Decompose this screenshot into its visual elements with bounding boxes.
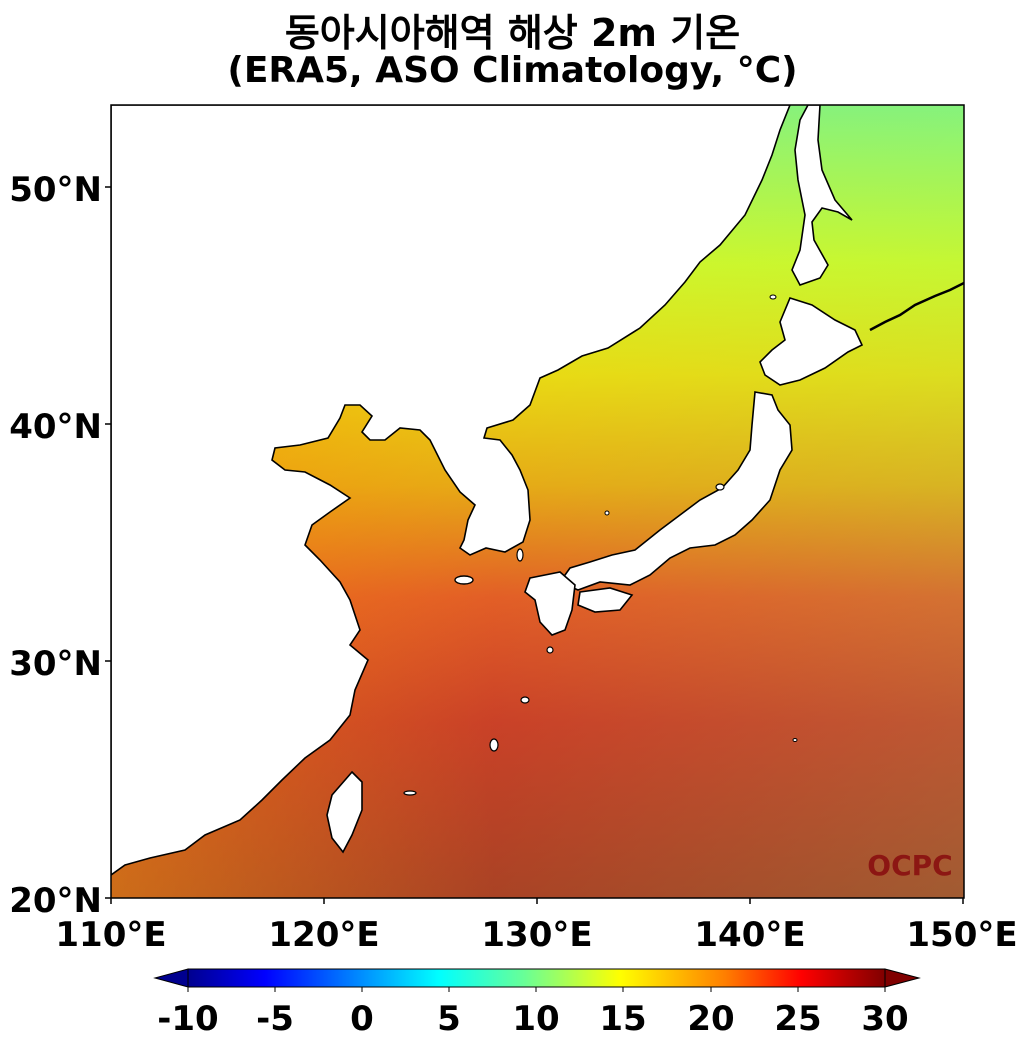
- shikoku-island: [577, 587, 634, 613]
- small-island: [792, 738, 798, 742]
- y-tick-label: 20°N: [9, 881, 102, 921]
- asia-mainland: [111, 105, 791, 876]
- sakhalin-island: [791, 105, 853, 286]
- ulleung-island: [604, 510, 610, 516]
- x-tick-label: 120°E: [268, 915, 379, 955]
- y-tick-label: 50°N: [9, 170, 102, 210]
- colorbar-body: [187, 968, 886, 988]
- x-tick-label: 130°E: [481, 915, 592, 955]
- tsushima-island: [516, 548, 524, 562]
- y-tick-label: 30°N: [9, 644, 102, 684]
- x-tick-label: 140°E: [694, 915, 805, 955]
- colorbar-tick-label: -10: [157, 999, 218, 1039]
- jeju-island: [454, 575, 474, 585]
- x-tick-label: 150°E: [906, 915, 1017, 955]
- colorbar-extend-low: [153, 968, 189, 988]
- kuril-islands: [869, 281, 964, 332]
- y-axis-ticks: [105, 186, 111, 899]
- honshu-island: [558, 391, 793, 591]
- sado-island: [715, 483, 725, 491]
- ryukyu-island: [403, 790, 417, 796]
- colorbar-tick-label: 5: [437, 999, 461, 1039]
- hokkaido-island: [759, 297, 864, 386]
- y-tick-label: 40°N: [9, 407, 102, 447]
- colorbar-extend-high: [884, 968, 921, 988]
- taiwan-island: [326, 770, 363, 854]
- colorbar-tick-label: 30: [861, 999, 908, 1039]
- ryukyu-island: [546, 646, 554, 654]
- x-tick-label: 110°E: [55, 915, 166, 955]
- colorbar-tick-label: 10: [512, 999, 559, 1039]
- colorbar-tick-label: 15: [599, 999, 646, 1039]
- colorbar-tick-label: 0: [350, 999, 374, 1039]
- colorbar: -10 -5 0 5 10 15 20 25 30: [153, 968, 921, 1039]
- map-subtitle: (ERA5, ASO Climatology, °C): [227, 50, 798, 91]
- ryukyu-island: [489, 738, 499, 752]
- colorbar-tick-label: 25: [774, 999, 821, 1039]
- small-island: [769, 294, 777, 300]
- kyushu-island: [524, 571, 576, 636]
- ocpc-watermark: OCPC: [867, 849, 952, 882]
- x-axis-ticks: [110, 898, 964, 904]
- map-title: 동아시아해역 해상 2m 기온: [284, 11, 741, 55]
- colorbar-tick-label: 20: [687, 999, 734, 1039]
- ryukyu-island: [520, 696, 530, 704]
- colorbar-tick-label: -5: [256, 999, 294, 1039]
